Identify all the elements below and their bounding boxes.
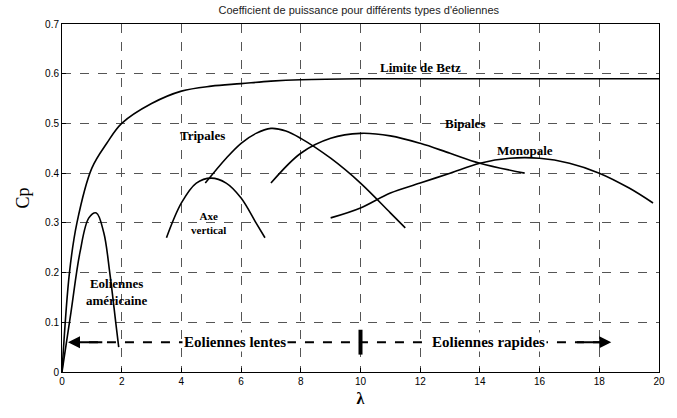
svg-text:0.5: 0.5: [45, 118, 59, 129]
svg-text:Bipales: Bipales: [445, 116, 485, 131]
svg-text:Tripales: Tripales: [180, 128, 225, 143]
svg-text:Eoliennes rapides: Eoliennes rapides: [432, 334, 545, 350]
svg-text:Axevertical: Axevertical: [191, 210, 226, 236]
svg-text:0.1: 0.1: [45, 317, 59, 328]
svg-text:6: 6: [238, 376, 244, 387]
svg-text:0: 0: [53, 367, 59, 378]
svg-text:4: 4: [179, 376, 185, 387]
svg-text:0.6: 0.6: [45, 68, 59, 79]
svg-text:Eoliennes lentes: Eoliennes lentes: [184, 334, 286, 350]
svg-text:0: 0: [59, 376, 65, 387]
svg-text:Cp: Cp: [13, 187, 33, 208]
svg-text:0.7: 0.7: [45, 19, 59, 30]
svg-text:Monopale: Monopale: [497, 143, 553, 158]
svg-text:20: 20: [653, 376, 665, 387]
svg-text:Limite de Betz: Limite de Betz: [380, 60, 461, 75]
svg-text:0.4: 0.4: [45, 168, 59, 179]
svg-text:8: 8: [298, 376, 304, 387]
svg-text:12: 12: [415, 376, 427, 387]
svg-text:Coefficient de puissance pour: Coefficient de puissance pour différents…: [219, 4, 500, 16]
svg-text:0.2: 0.2: [45, 267, 59, 278]
svg-text:18: 18: [594, 376, 606, 387]
svg-text:16: 16: [534, 376, 546, 387]
svg-text:0.3: 0.3: [45, 217, 59, 228]
svg-text:λ: λ: [357, 390, 365, 407]
svg-text:10: 10: [355, 376, 367, 387]
svg-text:14: 14: [474, 376, 486, 387]
svg-text:Eoliennesaméricaine: Eoliennesaméricaine: [86, 276, 148, 308]
svg-text:2: 2: [119, 376, 125, 387]
